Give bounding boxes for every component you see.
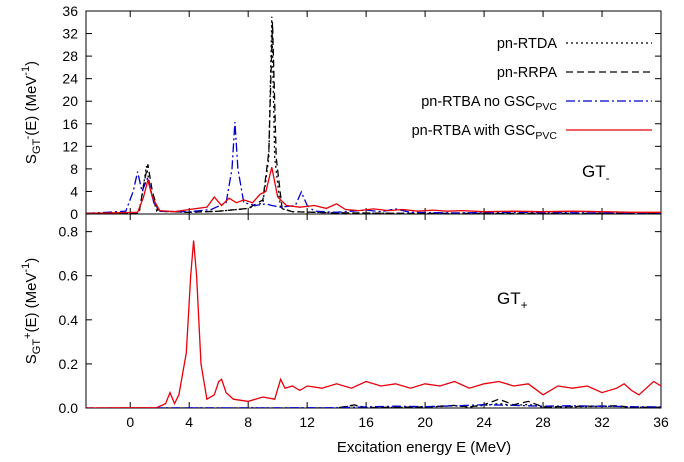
x-tick-label: 28 (535, 414, 551, 430)
y-axis-label: SGT+(E) (MeV-1) (20, 258, 43, 365)
x-tick-label: 32 (594, 414, 610, 430)
x-tick-label: 0 (126, 414, 134, 430)
y-tick-label: 12 (62, 138, 78, 154)
y-tick-label: 24 (62, 71, 78, 87)
x-tick-label: 8 (244, 414, 252, 430)
x-tick-label: 16 (358, 414, 374, 430)
y-tick-label: 0.2 (59, 356, 79, 372)
y-tick-label: 0.0 (59, 400, 79, 416)
y-tick-label: 0.6 (59, 268, 79, 284)
x-axis-label: Excitation energy E (MeV) (337, 439, 511, 456)
panel-annotation: GT+ (497, 289, 528, 312)
x-tick-label: 36 (653, 414, 669, 430)
series-line (86, 398, 661, 408)
series-line (86, 22, 661, 214)
x-tick-label: 12 (299, 414, 315, 430)
legend-entry: pn-RTDA (497, 36, 557, 52)
plot-frame (85, 10, 662, 215)
series-line (86, 167, 661, 214)
x-tick-label: 20 (417, 414, 433, 430)
y-tick-label: 4 (70, 183, 78, 199)
series-line (86, 240, 661, 408)
panel-annotation: GT- (582, 162, 610, 185)
y-tick-label: 16 (62, 116, 78, 132)
y-tick-label: 0.8 (59, 224, 79, 240)
x-tick-label: 4 (185, 414, 193, 430)
gt-plus-panel: 0 4 8 12 16 20 24 28 32 36 0.0 0.2 0.4 0.6 0.8 SGT+(E) … (20, 213, 669, 430)
y-tick-label: 20 (62, 93, 78, 109)
x-tick-label: 24 (476, 414, 492, 430)
legend: pn-RTDA pn-RRPA pn-RTBA no GSCPVC pn-RTBA w… (412, 36, 652, 142)
plot-frame (85, 213, 662, 409)
y-tick-label: 8 (70, 161, 78, 177)
series-line (86, 404, 661, 408)
y-tick-label: 32 (62, 26, 78, 42)
y-tick-label: 0.4 (59, 312, 79, 328)
series-line (86, 16, 661, 214)
legend-entry: pn-RTBA with GSCPVC (412, 123, 558, 142)
y-tick-label: 28 (62, 48, 78, 64)
legend-entry: pn-RTBA no GSCPVC (421, 94, 557, 113)
legend-entry: pn-RRPA (497, 65, 557, 81)
y-axis-label: SGT-(E) (MeV-1) (20, 61, 43, 164)
y-tick-label: 36 (62, 3, 78, 19)
series-line (86, 122, 661, 214)
gt-minus-panel: 0 4 8 12 16 20 24 28 32 36 SGT-(E) (MeV-1) GT-pn-RT… (20, 3, 662, 222)
y-tick-label: 0 (70, 206, 78, 222)
